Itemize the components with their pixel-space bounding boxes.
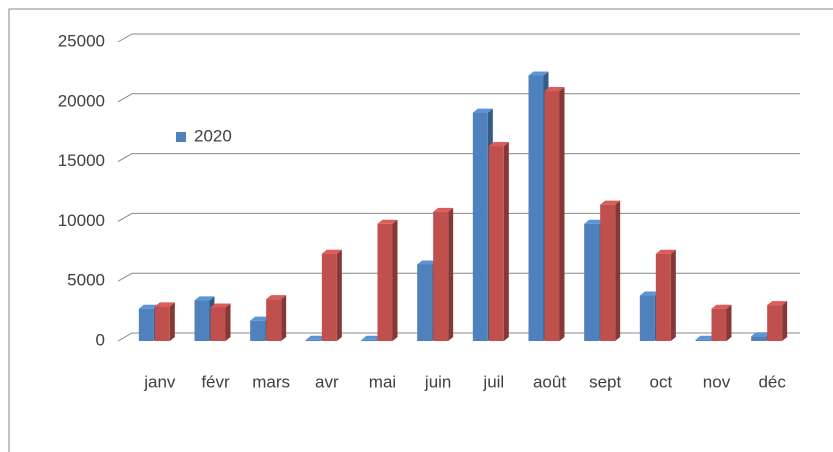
legend-swatch bbox=[176, 132, 186, 142]
bar-top bbox=[433, 207, 454, 212]
bar-top bbox=[711, 304, 732, 309]
bar bbox=[695, 339, 711, 341]
bar-side bbox=[225, 303, 231, 341]
bar bbox=[305, 339, 321, 341]
bar bbox=[138, 308, 154, 341]
bar-top bbox=[767, 301, 788, 306]
grid-line bbox=[117, 33, 800, 43]
y-tick-label: 5000 bbox=[67, 271, 105, 290]
bar bbox=[655, 253, 671, 341]
x-tick-label: janv bbox=[143, 372, 176, 391]
bar-top bbox=[266, 295, 287, 300]
bar bbox=[154, 306, 170, 341]
bar-top bbox=[361, 335, 382, 340]
grid-line bbox=[117, 272, 800, 282]
bar-side bbox=[726, 304, 732, 341]
bar bbox=[250, 320, 266, 341]
y-tick-label: 15000 bbox=[58, 151, 105, 170]
bar-top bbox=[210, 303, 231, 308]
x-tick-label: oct bbox=[649, 372, 672, 391]
bar-side bbox=[559, 87, 565, 341]
bar bbox=[584, 223, 600, 341]
bar bbox=[751, 336, 767, 341]
bar-side bbox=[503, 142, 509, 341]
bar bbox=[711, 308, 727, 341]
bar-side bbox=[615, 200, 621, 341]
bar-top bbox=[488, 142, 509, 147]
bar-top bbox=[250, 316, 271, 321]
x-tick-label: août bbox=[533, 372, 566, 391]
bar bbox=[600, 204, 616, 341]
bar-side bbox=[782, 301, 788, 341]
bar-top bbox=[655, 249, 676, 254]
x-tick-label: nov bbox=[703, 372, 731, 391]
bar bbox=[433, 211, 449, 341]
bar-side bbox=[169, 302, 175, 341]
bar-top bbox=[751, 332, 772, 337]
grid-line bbox=[117, 93, 800, 103]
bar-side bbox=[281, 295, 287, 341]
grid-line bbox=[117, 332, 800, 342]
bar bbox=[210, 307, 226, 341]
bar bbox=[417, 264, 433, 341]
x-tick-label: sept bbox=[589, 372, 621, 391]
bar bbox=[194, 300, 210, 341]
bar bbox=[544, 91, 560, 341]
bar-side bbox=[448, 207, 454, 341]
bar-top bbox=[305, 335, 326, 340]
bar-side bbox=[392, 219, 398, 341]
bar-top bbox=[194, 296, 215, 301]
bar-side bbox=[670, 249, 676, 341]
bar bbox=[639, 295, 655, 341]
y-tick-label: 25000 bbox=[58, 31, 105, 50]
bar-top bbox=[544, 87, 565, 92]
bar bbox=[767, 305, 783, 341]
x-tick-label: févr bbox=[201, 372, 230, 391]
bar bbox=[377, 223, 393, 341]
bar-top bbox=[528, 71, 549, 76]
bar-top bbox=[472, 108, 493, 113]
x-tick-label: juin bbox=[424, 372, 451, 391]
bar-top bbox=[321, 249, 342, 254]
bar-side bbox=[336, 249, 342, 341]
legend-label: 2020 bbox=[194, 126, 232, 145]
bar-top bbox=[417, 260, 438, 265]
bar-top bbox=[639, 291, 660, 296]
bar-top bbox=[377, 219, 398, 224]
grid-line bbox=[117, 212, 800, 222]
bar bbox=[361, 339, 377, 341]
x-tick-label: déc bbox=[758, 372, 786, 391]
x-tick-label: mai bbox=[369, 372, 396, 391]
bar-top bbox=[154, 302, 175, 307]
grid-line bbox=[117, 153, 800, 163]
bar-top bbox=[584, 219, 605, 224]
chart-frame bbox=[8, 8, 833, 452]
y-tick-label: 0 bbox=[96, 330, 105, 349]
bar-top bbox=[695, 335, 716, 340]
bar-top bbox=[138, 304, 159, 309]
bar bbox=[321, 253, 337, 341]
x-tick-label: juil bbox=[482, 372, 504, 391]
bar bbox=[266, 299, 282, 341]
y-tick-label: 20000 bbox=[58, 91, 105, 110]
bar bbox=[472, 112, 488, 342]
bar bbox=[488, 146, 504, 341]
bar-top bbox=[600, 200, 621, 205]
x-tick-label: avr bbox=[315, 372, 339, 391]
x-tick-label: mars bbox=[252, 372, 290, 391]
y-tick-label: 10000 bbox=[58, 211, 105, 230]
bar bbox=[528, 75, 544, 341]
